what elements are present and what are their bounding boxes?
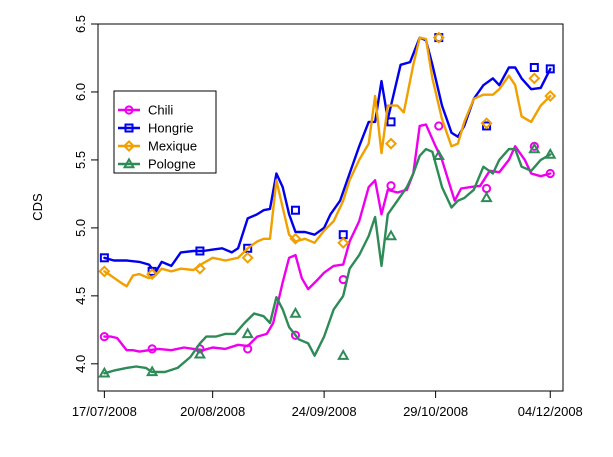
legend-label-chili: Chili	[148, 103, 173, 118]
data-point-hongrie	[147, 266, 157, 276]
data-point-chili	[243, 344, 253, 354]
legend-label-pologne: Pologne	[148, 157, 196, 172]
data-point-pologne	[432, 149, 445, 161]
data-point-mexique	[528, 72, 541, 85]
data-point-chili	[99, 332, 109, 342]
legend-marker-chili	[124, 105, 134, 115]
data-point-pologne	[289, 306, 302, 318]
y-tick-label: 5.0	[73, 219, 88, 237]
series-line-pologne	[103, 147, 552, 375]
legend-marker-mexique	[122, 139, 136, 153]
data-point-mexique	[241, 251, 254, 264]
data-point-chili	[386, 181, 396, 191]
data-point-chili	[290, 330, 301, 340]
data-point-hongrie	[529, 62, 539, 72]
legend: Chili Hongrie Mexique Pologne	[113, 90, 217, 174]
data-point-pologne	[528, 142, 541, 154]
y-axis-title: CDS	[30, 193, 45, 221]
x-tick-label: 17/07/2008	[72, 404, 137, 419]
data-point-chili	[545, 168, 555, 179]
data-point-pologne	[98, 366, 111, 378]
data-point-mexique	[289, 232, 302, 245]
data-point-hongrie	[243, 243, 253, 253]
data-point-mexique	[384, 137, 398, 150]
legend-marker-pologne	[122, 157, 136, 169]
x-tick-label: 24/09/2008	[292, 404, 357, 419]
data-point-pologne	[337, 349, 350, 360]
data-point-pologne	[384, 229, 398, 241]
legend-marker-hongrie	[124, 123, 134, 133]
data-point-pologne	[480, 191, 493, 203]
data-point-chili	[434, 121, 444, 131]
data-point-pologne	[544, 147, 557, 159]
y-axis: 4.0 4.5 5.0 5.5 6.0 6.5	[73, 15, 98, 373]
data-point-mexique	[480, 117, 493, 130]
y-tick-label: 6.0	[73, 83, 88, 101]
series-mexique	[98, 31, 557, 288]
series-line-hongrie	[103, 36, 552, 274]
data-point-hongrie	[482, 121, 492, 131]
legend-label-mexique: Mexique	[148, 139, 197, 154]
data-point-mexique	[193, 262, 206, 275]
data-point-pologne	[146, 365, 159, 377]
series-layer	[98, 31, 557, 378]
series-line-chili	[103, 123, 552, 353]
data-point-mexique	[98, 265, 111, 278]
data-point-chili	[481, 183, 492, 194]
data-point-chili	[147, 344, 157, 354]
data-point-mexique	[432, 31, 445, 44]
y-tick-label: 6.5	[73, 15, 88, 33]
y-tick-label: 4.0	[73, 355, 88, 373]
data-point-hongrie	[195, 246, 205, 256]
series-line-mexique	[103, 36, 552, 288]
y-tick-label: 5.5	[73, 151, 88, 169]
series-chili	[99, 121, 555, 354]
data-point-hongrie	[99, 253, 109, 263]
data-point-mexique	[146, 268, 159, 281]
legend-label-hongrie: Hongrie	[148, 121, 194, 136]
series-pologne	[98, 142, 557, 378]
plot-frame	[97, 23, 564, 392]
data-point-mexique	[337, 236, 350, 249]
data-point-mexique	[544, 90, 557, 103]
data-point-hongrie	[386, 117, 396, 127]
x-tick-label: 20/08/2008	[180, 404, 245, 419]
x-tick-label: 29/10/2008	[403, 404, 468, 419]
data-point-hongrie	[545, 64, 555, 74]
x-axis: 17/07/2008 20/08/2008 24/09/2008 29/10/2008…	[72, 391, 583, 419]
data-point-hongrie	[290, 205, 300, 215]
y-tick-label: 4.5	[73, 287, 88, 305]
data-point-pologne	[193, 347, 207, 359]
data-point-pologne	[241, 327, 254, 339]
x-tick-label: 04/12/2008	[518, 404, 583, 419]
